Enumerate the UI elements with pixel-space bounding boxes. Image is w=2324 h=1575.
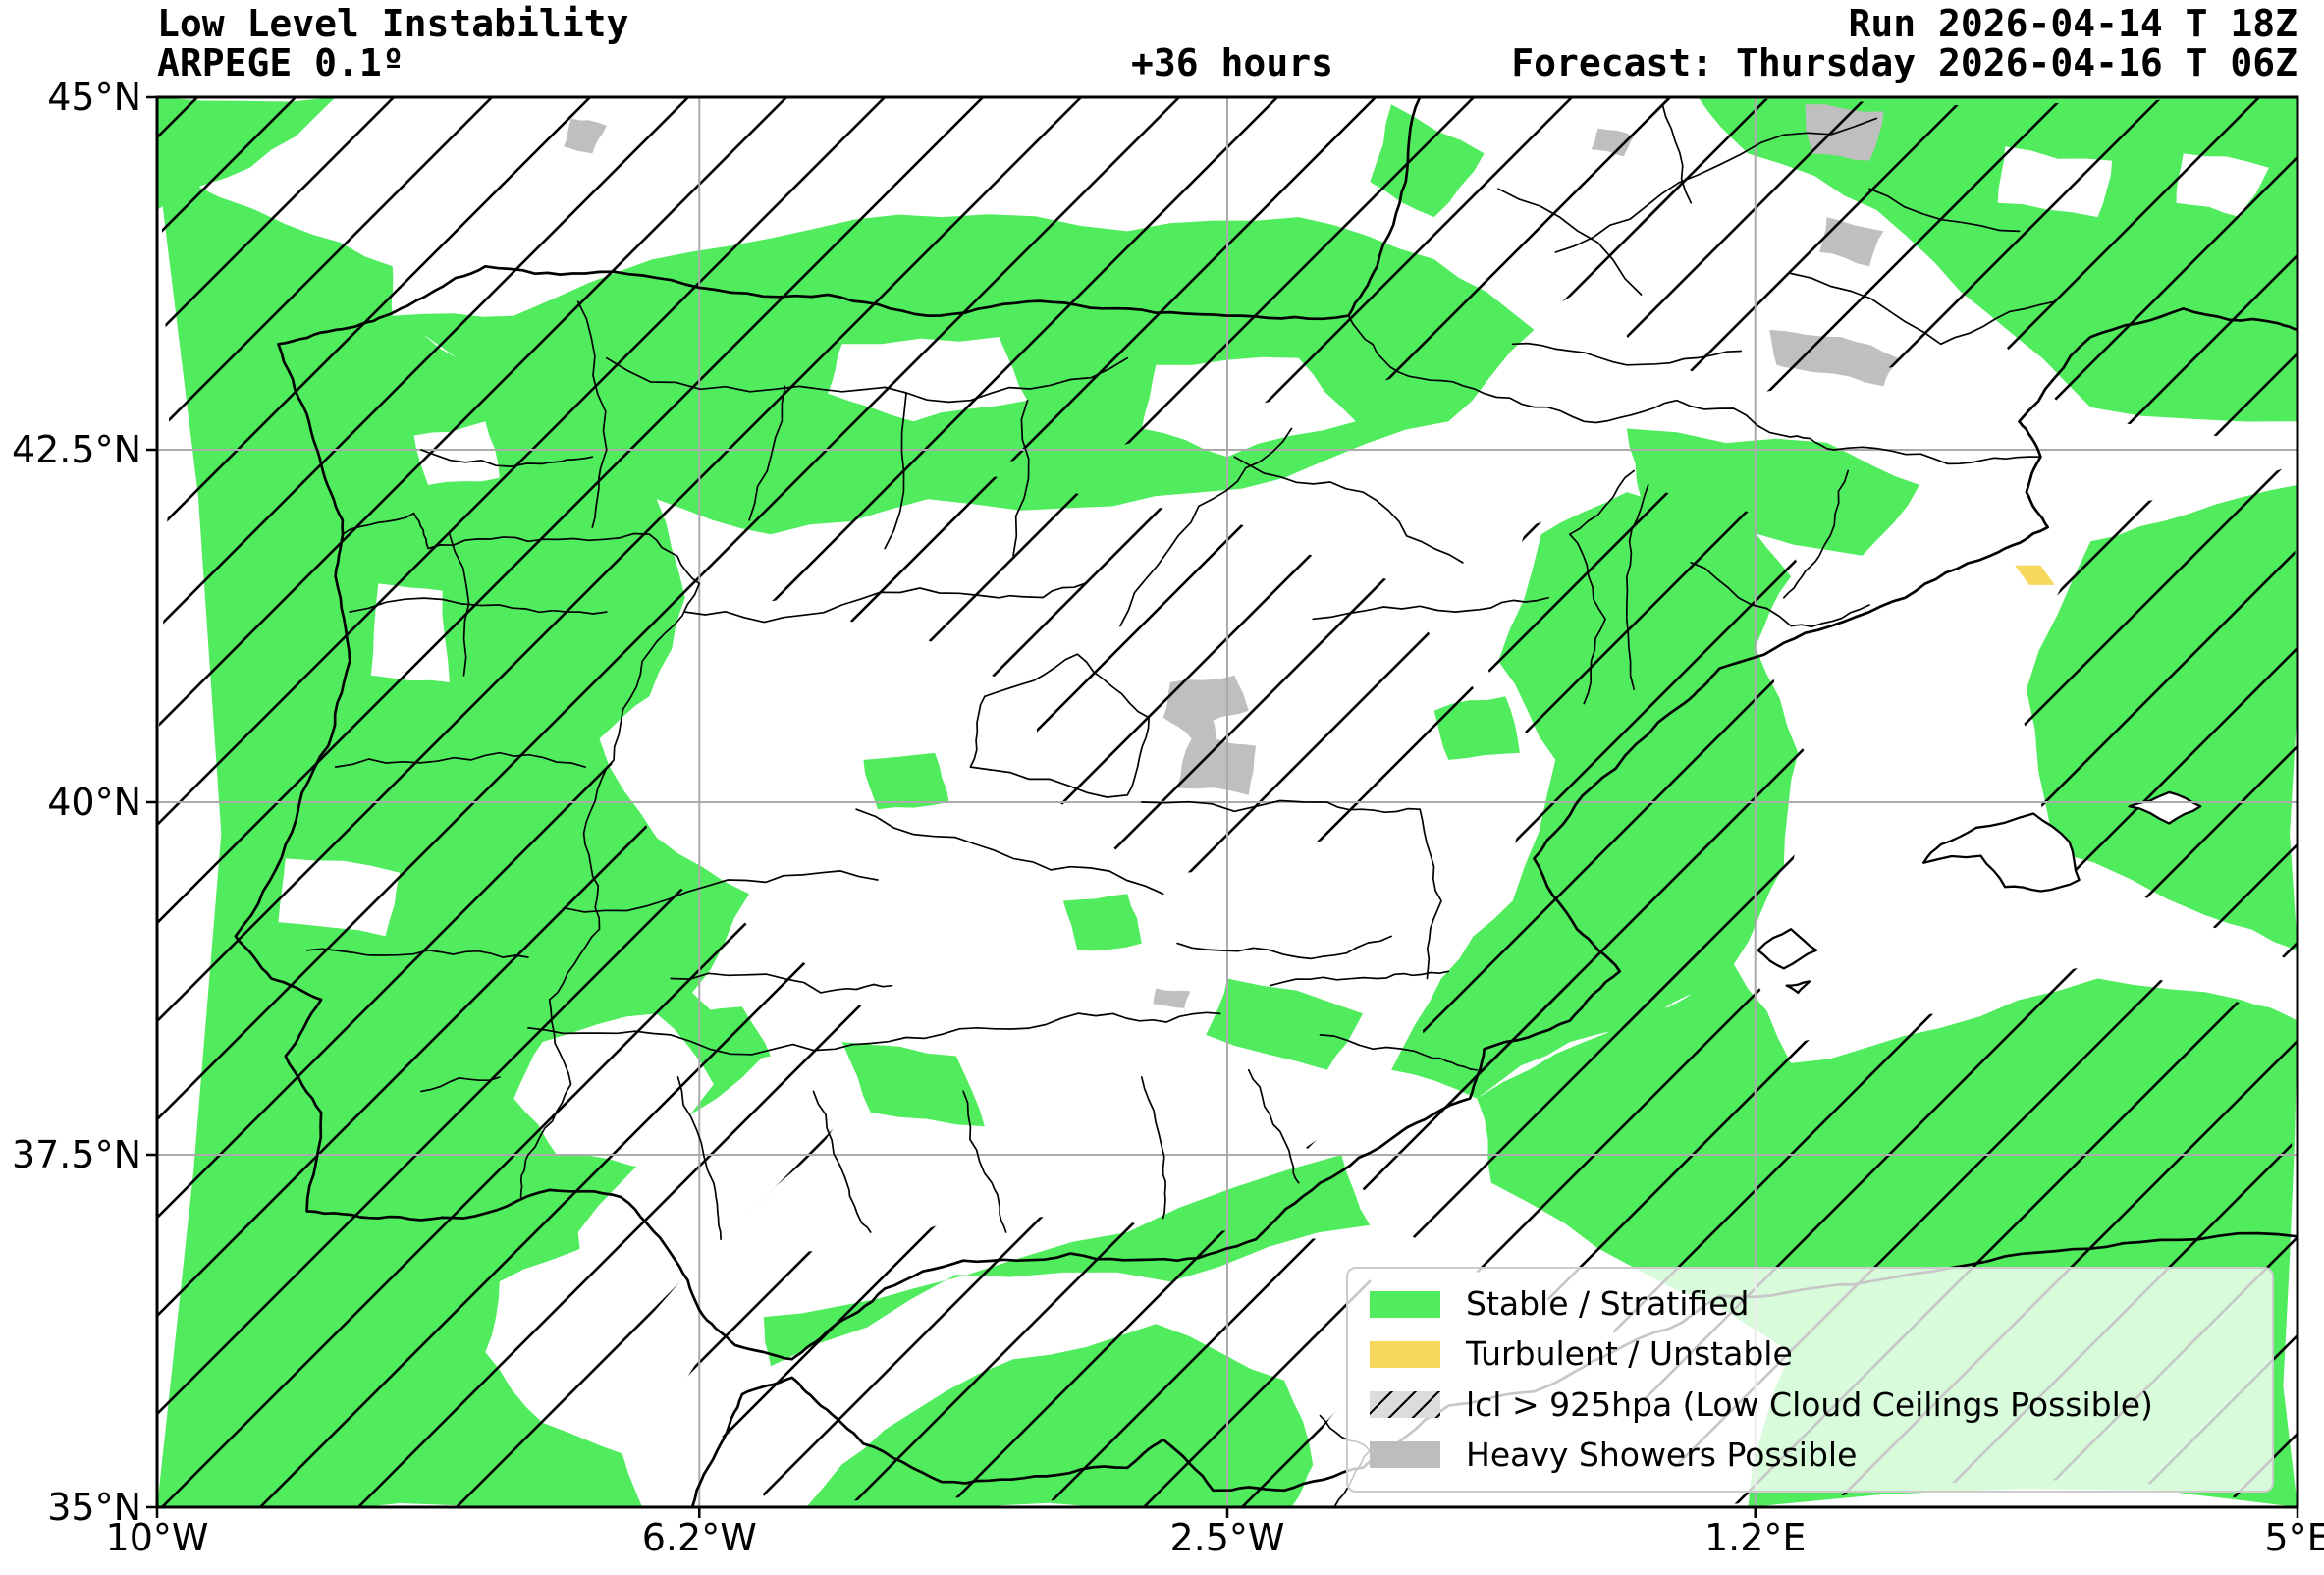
run-timestamp: Run 2026-04-14 T 18Z — [1848, 2, 2297, 45]
page-title: Low Level Instability — [157, 2, 629, 45]
lon-tick-label: 2.5°W — [1169, 1516, 1285, 1559]
legend-item-showers: Heavy Showers Possible — [1370, 1431, 2272, 1480]
lead-time-label: +36 hours — [1131, 41, 1333, 84]
lat-tick-label: 37.5°N — [11, 1133, 141, 1176]
turbulent-swatch — [1370, 1340, 1440, 1368]
lat-tick-label: 45°N — [47, 76, 141, 119]
forecast-timestamp: Forecast: Thursday 2026-04-16 T 06Z — [1511, 41, 2297, 84]
model-resolution-subtitle: ARPEGE 0.1º — [157, 41, 405, 84]
lon-tick-label: 1.2°E — [1703, 1516, 1807, 1559]
legend-item-stable: Stable / Stratified — [1370, 1279, 2272, 1329]
legend-item-turbulent: Turbulent / Unstable — [1370, 1330, 2272, 1379]
lon-tick-label: 5°E — [2264, 1516, 2324, 1559]
lon-tick-label: 6.2°W — [641, 1516, 757, 1559]
legend-label-turbulent: Turbulent / Unstable — [1466, 1334, 1793, 1374]
lat-tick-label: 35°N — [47, 1486, 141, 1529]
lon-tick-label: 10°W — [105, 1516, 209, 1559]
map-legend: Stable / Stratified Turbulent / Unstable… — [1346, 1267, 2274, 1493]
legend-label-stable: Stable / Stratified — [1466, 1284, 1750, 1323]
lcl-hatch-swatch — [1370, 1391, 1440, 1419]
legend-item-lcl: lcl > 925hpa (Low Cloud Ceilings Possibl… — [1370, 1381, 2272, 1430]
showers-swatch — [1370, 1441, 1440, 1469]
legend-label-showers: Heavy Showers Possible — [1466, 1435, 1858, 1474]
legend-label-lcl: lcl > 925hpa (Low Cloud Ceilings Possibl… — [1466, 1385, 2153, 1424]
stable-swatch — [1370, 1290, 1440, 1318]
lat-tick-label: 40°N — [47, 781, 141, 824]
lat-tick-label: 42.5°N — [11, 428, 141, 471]
